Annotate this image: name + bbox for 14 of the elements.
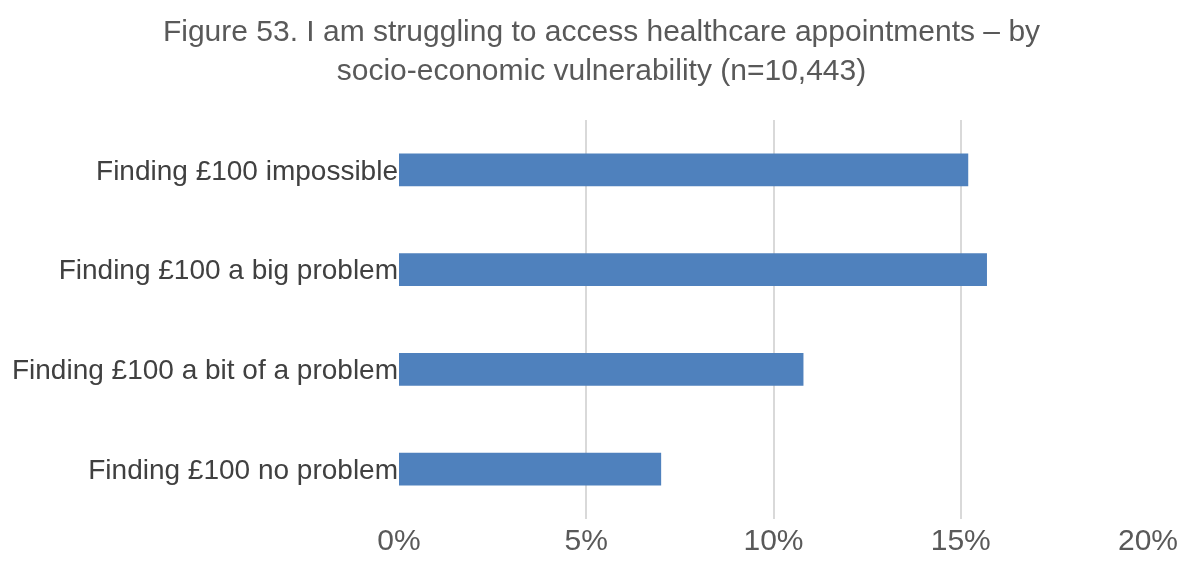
bar [399,153,969,187]
bar [399,253,987,287]
y-tick-label: Finding £100 impossible [96,154,398,186]
x-tick-label: 20% [1117,523,1179,556]
x-tick-label: 5% [564,523,608,556]
x-tick-label: 15% [930,523,991,556]
bar [399,452,662,486]
x-tick-label: 10% [743,523,804,556]
y-tick-label: Finding £100 no problem [88,453,398,485]
y-tick-label: Finding £100 a big problem [58,254,398,286]
chart-title: Figure 53. I am struggling to access healthcare appointments – by socio-economic vulnerability (n=10,443) [162,13,1041,86]
y-tick-label: Finding £100 a bit of a problem [11,354,398,386]
x-tick-label: 0% [377,523,421,556]
bar [399,352,804,386]
